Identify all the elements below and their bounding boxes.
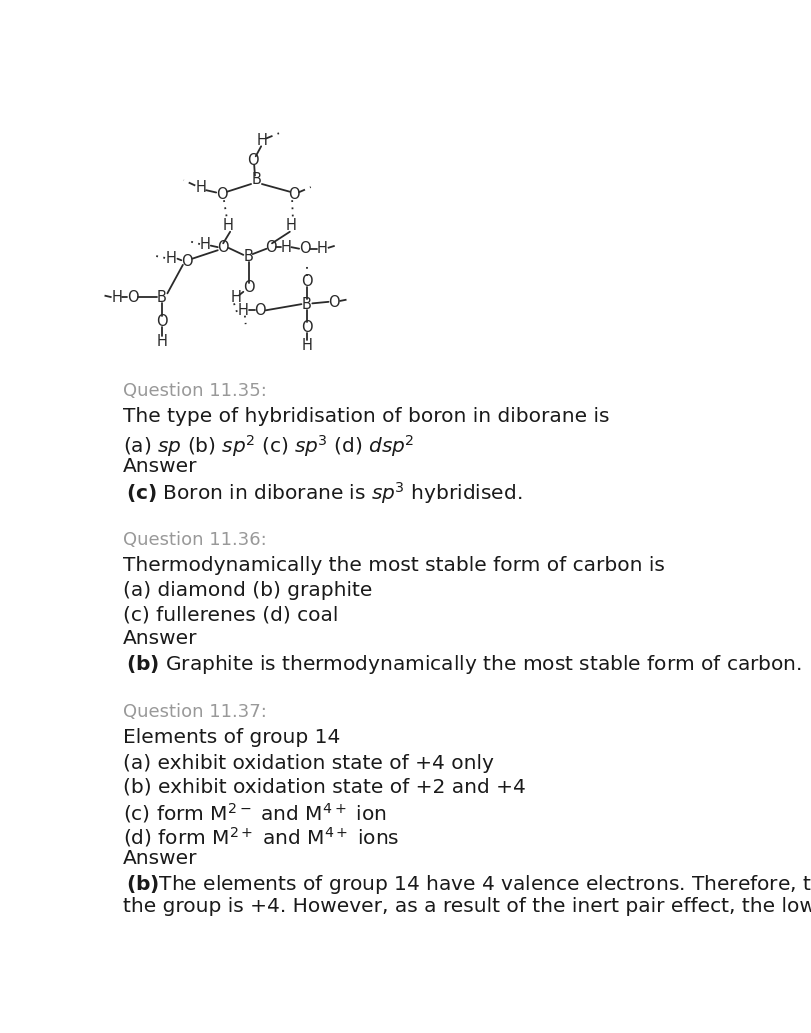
Text: O: O: [264, 240, 276, 255]
Text: (b) exhibit oxidation state of +2 and +4: (b) exhibit oxidation state of +2 and +4: [123, 778, 526, 796]
Text: H: H: [165, 251, 177, 267]
Text: (c) form M$^{2-}$ and M$^{4+}$ ion: (c) form M$^{2-}$ and M$^{4+}$ ion: [123, 802, 386, 825]
Text: B: B: [243, 249, 253, 263]
Text: Answer: Answer: [123, 629, 197, 648]
Text: H: H: [256, 133, 267, 149]
Text: H: H: [195, 181, 206, 195]
Text: O: O: [247, 153, 259, 167]
Text: O: O: [328, 295, 339, 310]
Text: O: O: [181, 253, 192, 269]
Text: $\bf{(c)}$ Boron in diborane is $\it{sp}$$^3$ hybridised.: $\bf{(c)}$ Boron in diborane is $\it{sp}…: [126, 480, 521, 506]
Text: H: H: [111, 289, 122, 305]
Text: H: H: [285, 218, 297, 233]
Text: Question 11.37:: Question 11.37:: [123, 703, 267, 721]
Text: Answer: Answer: [123, 457, 197, 475]
Text: Thermodynamically the most stable form of carbon is: Thermodynamically the most stable form o…: [123, 556, 664, 575]
Text: O: O: [216, 187, 227, 202]
Text: O: O: [156, 314, 168, 330]
Text: O: O: [298, 241, 310, 256]
Text: (a) exhibit oxidation state of +4 only: (a) exhibit oxidation state of +4 only: [123, 754, 493, 773]
Text: Question 11.36:: Question 11.36:: [123, 531, 267, 549]
Text: B: B: [302, 296, 311, 312]
Text: H: H: [200, 238, 211, 252]
Text: H: H: [280, 240, 291, 255]
Text: (d) form M$^{2+}$ and M$^{4+}$ ions: (d) form M$^{2+}$ and M$^{4+}$ ions: [123, 825, 399, 849]
Text: The type of hybridisation of boron in diborane is: The type of hybridisation of boron in di…: [123, 407, 609, 427]
Text: (a) diamond (b) graphite: (a) diamond (b) graphite: [123, 582, 372, 600]
Text: H: H: [238, 303, 248, 318]
Text: (c) fullerenes (d) coal: (c) fullerenes (d) coal: [123, 605, 338, 624]
Text: H: H: [157, 335, 167, 349]
Text: Answer: Answer: [123, 849, 197, 869]
Text: $\bf{(b)}$ Graphite is thermodynamically the most stable form of carbon.: $\bf{(b)}$ Graphite is thermodynamically…: [126, 653, 800, 676]
Text: H: H: [301, 338, 312, 353]
Text: H: H: [230, 289, 241, 305]
Text: O: O: [288, 187, 299, 202]
Text: Question 11.35:: Question 11.35:: [123, 382, 267, 400]
Text: O: O: [301, 275, 312, 289]
Text: B: B: [157, 289, 167, 305]
Text: the group is +4. However, as a result of the inert pair effect, the lower oxidat: the group is +4. However, as a result of…: [123, 897, 811, 916]
Text: Elements of group 14: Elements of group 14: [123, 728, 340, 748]
Text: O: O: [242, 281, 255, 295]
Text: O: O: [255, 303, 266, 318]
Text: B: B: [251, 171, 261, 187]
Text: O: O: [301, 320, 312, 335]
Text: H: H: [316, 241, 328, 256]
Text: $\bf{(b)}$The elements of group 14 have 4 valence electrons. Therefore, the oxid: $\bf{(b)}$The elements of group 14 have …: [126, 873, 811, 897]
Text: H: H: [222, 218, 233, 233]
Text: O: O: [217, 240, 229, 255]
Text: O: O: [127, 289, 138, 305]
Text: (a) $\it{sp}$ (b) $\it{sp}$$^2$ (c) $\it{sp}$$^3$ (d) $\it{dsp}$$^2$: (a) $\it{sp}$ (b) $\it{sp}$$^2$ (c) $\it…: [123, 433, 414, 459]
